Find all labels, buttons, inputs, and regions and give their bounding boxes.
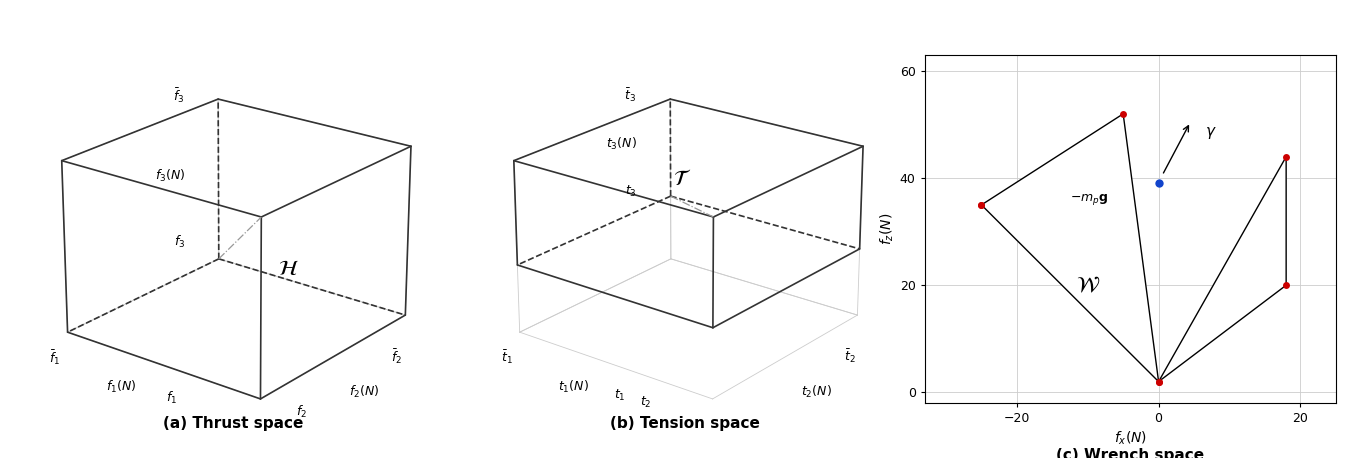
Text: (b) Tension space: (b) Tension space [610,416,760,431]
X-axis label: $f_x(N)$: $f_x(N)$ [1114,429,1147,447]
Polygon shape [981,114,1286,382]
Text: $-m_p\mathbf{g}$: $-m_p\mathbf{g}$ [1070,191,1108,207]
Text: (c) Wrench space: (c) Wrench space [1056,448,1204,458]
Text: $\mathcal{W}$: $\mathcal{W}$ [1075,275,1100,295]
Text: (a) Thrust space: (a) Thrust space [163,416,303,431]
Y-axis label: $f_z(N)$: $f_z(N)$ [878,213,896,245]
Text: $\gamma$: $\gamma$ [1204,125,1217,141]
